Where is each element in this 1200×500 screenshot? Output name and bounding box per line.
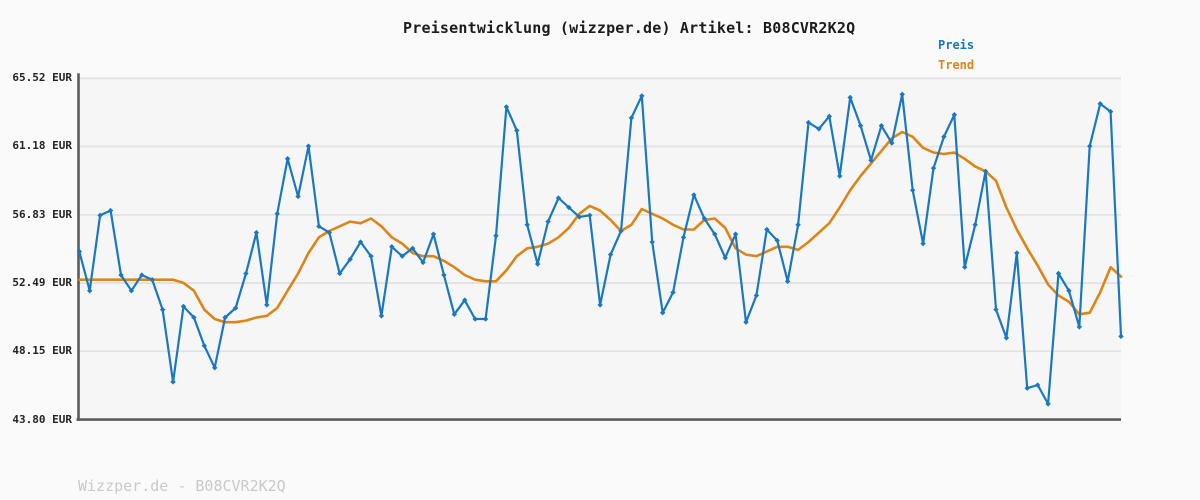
- y-tick-label: 61.18 EUR: [12, 139, 72, 153]
- y-tick-label: 56.83 EUR: [12, 207, 72, 221]
- y-tick-label: 48.15 EUR: [12, 344, 72, 358]
- legend-item-trend: Trend: [938, 58, 975, 72]
- chart-title: Preisentwicklung (wizzper.de) Artikel: B…: [403, 19, 856, 37]
- legend-item-preis: Preis: [938, 38, 975, 52]
- watermark-text: Wizzper.de - B08CVR2K2Q: [78, 477, 286, 495]
- y-tick-label: 52.49 EUR: [12, 276, 72, 290]
- plot-area: [78, 78, 1121, 420]
- trend-line: [78, 130, 1123, 324]
- y-tick-label: 65.52 EUR: [12, 71, 72, 85]
- y-tick-label: 43.80 EUR: [12, 412, 72, 426]
